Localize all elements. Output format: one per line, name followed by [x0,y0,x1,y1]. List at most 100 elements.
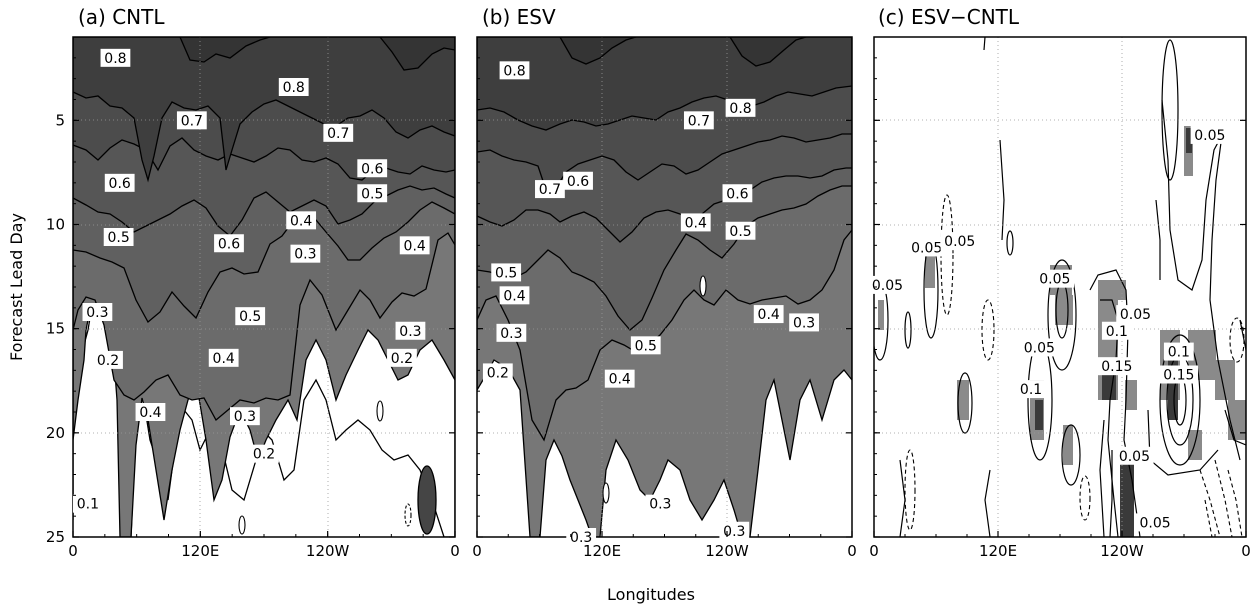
contour-label-bg [1159,365,1199,384]
contour-label-bg [72,494,103,513]
contour-label: 0.3 [570,530,592,546]
contour-label-bg [278,78,309,96]
contour-label-bg [725,221,756,240]
contour-label-bg [1190,125,1230,144]
contour-label-bg [1035,269,1075,288]
contour-label-bg [725,98,756,117]
contour-label-bg [395,321,426,340]
panel-b-axes: 0 120E 120W 0 [472,36,857,560]
contour-label: 0.4 [503,288,525,304]
contour-label: 0.2 [97,353,119,369]
contour-label: 0.4 [290,213,312,229]
panel-a-closed-4 [404,503,412,527]
x-tick-label: 120E [583,542,621,560]
panel-c-contour-labels: 0.050.05 0.050.05 0.050.050.050.10.150.10.… [868,125,1230,532]
contour-label: 0.1 [77,497,99,513]
contour-label: 0.1 [1020,382,1042,398]
contour-label: 0.05 [1119,449,1150,465]
panel-a-title: (a) CNTL [78,5,165,29]
contour-label: 0.05 [944,234,975,250]
contour-label-bg [907,238,946,257]
contour-label: 0.05 [872,278,903,294]
panel-a-axes: 0 120E 120W 0 5 10 15 20 25 [46,36,460,560]
contour-label: 0.7 [539,182,561,198]
contour-label-bg [387,348,417,367]
contour-label: 0.6 [567,174,589,190]
contour-label-bg [496,323,527,342]
y-tick-label: 20 [46,424,65,442]
contour-label: 0.5 [495,265,517,281]
contour-label-bg [357,184,388,203]
contour-label: 0.4 [609,372,631,388]
x-tick-label: 120W [306,542,350,560]
contour-label: 0.3 [399,324,421,340]
contour-label-bg [1016,380,1046,399]
x-tick-label: 120W [1100,542,1144,560]
contour-label: 0.7 [181,113,203,129]
contour-label-bg [753,305,784,324]
contour-label-bg [722,184,753,203]
contour-label: 0.1 [1106,324,1128,340]
panel-b-field [477,37,852,537]
contour-label: 0.05 [911,240,942,256]
contour-label: 0.2 [253,447,275,463]
contour-label: 0.8 [503,63,525,79]
contour-label-bg [230,407,260,426]
contour-label: 0.5 [729,224,751,240]
contour-label-bg [1163,342,1194,361]
contour-label-bg [940,232,979,251]
panel-a: (a) CNTL 0.8 0.8 0.7 0.7 0.6 0.6 [46,5,460,560]
contour-label: 0.4 [758,307,780,323]
x-tick-label: 0 [1241,542,1251,560]
contour-label: 0.1 [1168,345,1190,361]
panel-a-closed-1 [417,465,437,535]
contour-label: 0.3 [86,305,108,321]
contour-label-bg [680,213,711,232]
contour-label-bg [100,48,131,67]
contour-label-bg [789,313,819,332]
contour-label-bg [645,494,676,513]
panel-a-closed-3 [238,515,246,535]
contour-label: 0.05 [1139,515,1170,531]
contour-label: 0.3 [723,524,745,540]
contour-label-bg [1097,357,1137,376]
contour-label: 0.5 [239,309,261,325]
contour-label: 0.3 [234,409,256,425]
contour-label-bg [103,228,134,246]
contour-label-bg [286,211,317,230]
contour-label-bg [249,444,279,463]
x-tick-label: 0 [869,542,879,560]
contour-label: 0.15 [1163,368,1194,384]
y-tick-label: 25 [46,528,65,546]
contour-label: 0.8 [283,80,305,96]
x-tick-label: 120E [979,542,1017,560]
panel-b-closed-1 [699,275,707,297]
contour-label-bg [399,236,430,255]
contour-label: 0.3 [294,247,316,263]
contour-label-bg [357,159,388,178]
contour-label: 0.4 [213,351,235,367]
contour-label-bg [235,307,266,326]
contour-label-bg [214,234,244,253]
contour-label: 0.4 [404,238,426,254]
panel-a-contour-labels: 0.8 0.8 0.7 0.7 0.6 0.6 0.5 0.4 0.5 0.6 0.3 0.4 0.3 0… [72,48,430,513]
contour-label-bg [491,263,522,282]
panel-a-band-0.9 [179,37,455,71]
panel-b: (b) ESV 0.80.80.70.70.60.60.40.50.50.40.… [472,5,857,560]
contour-label: 0.6 [218,236,240,252]
contour-label-bg [535,180,565,199]
contour-label: 0.3 [500,326,522,342]
contour-label: 0.2 [391,351,413,367]
contour-label: 0.4 [139,405,161,421]
contour-label-bg [1116,305,1155,324]
contour-label-bg [482,363,513,382]
panel-c-title: (c) ESV−CNTL [878,5,1020,29]
x-tick-label: 0 [847,542,857,560]
contour-label: 0.4 [685,215,707,231]
contour-label-bg [868,275,907,294]
contour-label-bg [499,286,530,305]
panel-a-band-0.8 [73,37,455,183]
panel-c-contours [874,37,1246,537]
contour-label: 0.8 [104,51,126,67]
